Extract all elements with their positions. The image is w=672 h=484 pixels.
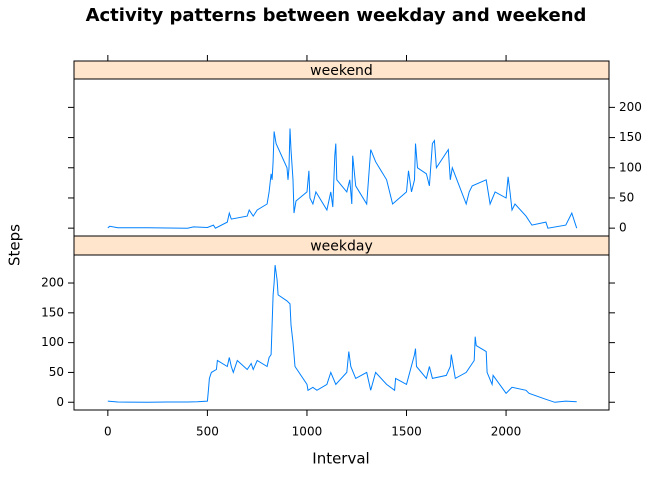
- y-tick-label: 0: [56, 395, 64, 409]
- x-axis-label: Interval: [312, 450, 369, 468]
- x-tick-label: 500: [196, 425, 219, 439]
- y-tick-label: 0: [619, 221, 627, 235]
- x-tick-label: 2000: [491, 425, 522, 439]
- chart-title: Activity patterns between weekday and we…: [86, 5, 587, 26]
- y-tick-label: 200: [41, 276, 64, 290]
- y-tick-label: 150: [41, 305, 64, 319]
- y-tick-label: 50: [619, 190, 634, 204]
- x-tick-label: 1500: [391, 425, 422, 439]
- y-tick-label: 150: [619, 130, 642, 144]
- data-line: [107, 265, 577, 403]
- y-tick-label: 200: [619, 100, 642, 114]
- x-tick-label: 1000: [292, 425, 323, 439]
- y-tick-label: 100: [41, 335, 64, 349]
- strip-label: weekday: [310, 239, 373, 255]
- panel: [73, 78, 610, 237]
- y-axis-label: Steps: [6, 224, 24, 266]
- y-tick-label: 50: [49, 365, 64, 379]
- data-line: [107, 128, 578, 229]
- y-tick-label: 100: [619, 160, 642, 174]
- strip-label: weekend: [310, 63, 373, 79]
- panel: [73, 254, 610, 411]
- x-tick-label: 0: [104, 425, 112, 439]
